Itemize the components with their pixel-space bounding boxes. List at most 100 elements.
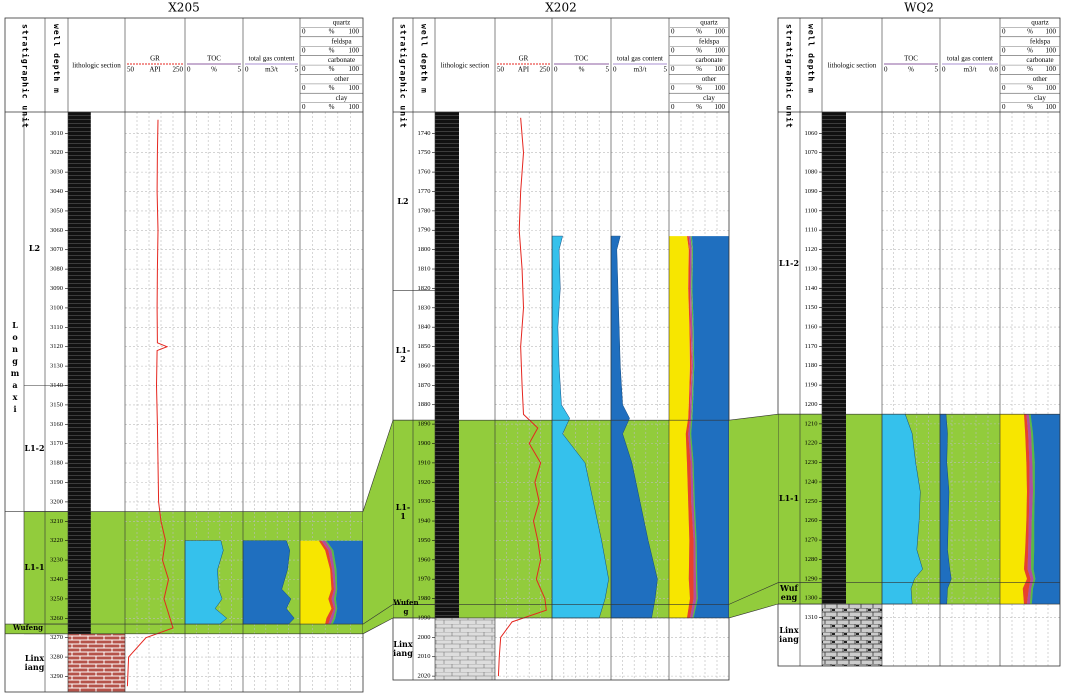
mineral-unit: %	[329, 103, 335, 111]
unit-label: L1-1	[395, 502, 411, 522]
correlation-band	[729, 414, 778, 618]
depth-label: 3240	[50, 576, 63, 583]
gas-max: 0.8	[989, 66, 998, 74]
depth-label: 1930	[418, 498, 431, 505]
depth-label: 1830	[418, 304, 431, 311]
litho-header: lithologic section	[441, 62, 490, 70]
toc-min: 0	[884, 66, 888, 74]
depth-label: 1260	[805, 517, 818, 524]
well-frame	[777, 17, 1061, 667]
depth-label: 1150	[805, 304, 818, 311]
mineral-max: 100	[715, 65, 726, 73]
depth-header: well depth m	[420, 24, 429, 94]
mineral-name: other	[1033, 75, 1048, 83]
gas-max: 5	[664, 66, 668, 74]
mineral-max: 100	[1046, 103, 1057, 111]
depth-label: 1860	[418, 362, 431, 369]
depth-label: 1070	[805, 149, 818, 156]
depth-label: 1750	[418, 149, 431, 156]
toc-unit: %	[908, 66, 914, 74]
depth-label: 1250	[805, 498, 818, 505]
depth-label: 1870	[418, 382, 431, 389]
gr-curve	[497, 117, 547, 677]
mineral-max: 100	[349, 28, 360, 36]
mineral-name: clay	[703, 94, 715, 102]
mineral-max: 100	[715, 28, 726, 36]
mineral-unit: %	[1027, 103, 1033, 111]
toc-min: 0	[554, 66, 558, 74]
toc-max: 5	[935, 66, 939, 74]
gas-min: 0	[942, 66, 946, 74]
depth-label: 1820	[418, 285, 431, 292]
zone-row	[778, 582, 1060, 605]
mineral-name: other	[334, 75, 349, 83]
mineral-unit: %	[329, 65, 335, 73]
well-title: WQ2	[904, 1, 934, 15]
mineral-unit: %	[329, 28, 335, 36]
mineral-name: quartz	[333, 19, 351, 27]
depth-label: 1840	[418, 324, 431, 331]
mineral-max: 100	[1046, 84, 1057, 92]
unit-label: L1-1	[24, 562, 45, 573]
shale-lithology	[822, 112, 846, 605]
depth-label: 1940	[418, 518, 431, 525]
depth-label: 3070	[50, 246, 63, 253]
depth-label: 2010	[418, 653, 431, 660]
depth-label: 1740	[418, 130, 431, 137]
unit-label: L2	[397, 195, 409, 206]
mineral-area	[690, 236, 698, 618]
depth-label: 1970	[418, 576, 431, 583]
correlation-line	[362, 604, 394, 625]
mineral-max: 100	[1046, 46, 1057, 54]
depth-label: 3120	[50, 343, 63, 350]
mineral-unit: %	[696, 28, 702, 36]
gas-min: 0	[613, 66, 617, 74]
depth-label: 1110	[805, 227, 818, 234]
depth-label: 1880	[418, 401, 431, 408]
depth-label: 3110	[50, 324, 63, 331]
depth-label: 1770	[418, 188, 431, 195]
litho-header: lithologic section	[72, 62, 121, 70]
depth-label: 1060	[805, 130, 818, 137]
correlation-line	[362, 420, 394, 512]
mineral-min: 0	[302, 84, 306, 92]
mineral-max: 100	[715, 103, 726, 111]
correlation-line	[728, 413, 779, 421]
mineral-area	[318, 540, 335, 625]
depth-label: 1780	[418, 207, 431, 214]
gr-header: GR	[519, 55, 529, 63]
depth-label: 1850	[418, 343, 431, 350]
depth-label: 3040	[50, 188, 63, 195]
gr-max: 250	[540, 66, 551, 74]
depth-label: 1290	[805, 575, 818, 582]
linxiang-lithology	[68, 633, 125, 692]
unit-label: Wufeng	[393, 598, 419, 617]
correlation-band	[363, 420, 393, 634]
gr-unit: API	[149, 66, 161, 74]
depth-label: 3270	[50, 634, 63, 641]
mineral-min: 0	[671, 65, 675, 73]
depth-label: 1210	[805, 420, 818, 427]
depth-label: 3180	[50, 460, 63, 467]
gr-unit: API	[518, 66, 530, 74]
mineral-area	[325, 540, 338, 625]
gas-max: 5	[295, 66, 299, 74]
depth-label: 1310	[805, 614, 818, 621]
linxiang-lithology	[822, 604, 882, 666]
gr-max: 250	[173, 66, 184, 74]
depth-label: 1920	[418, 479, 431, 486]
depth-label: 1950	[418, 537, 431, 544]
mineral-area	[326, 540, 363, 625]
mineral-max: 100	[715, 84, 726, 92]
strat-header: stratigraphic unit	[785, 24, 795, 129]
depth-label: 1130	[805, 265, 818, 272]
depth-label: 3210	[50, 518, 63, 525]
depth-label: 1220	[805, 440, 818, 447]
mineral-area	[1028, 414, 1036, 605]
gr-min: 50	[127, 66, 135, 74]
unit-label: L2	[28, 243, 41, 254]
depth-label: 1980	[418, 595, 431, 602]
mineral-min: 0	[1002, 65, 1006, 73]
mineral-max: 100	[349, 65, 360, 73]
